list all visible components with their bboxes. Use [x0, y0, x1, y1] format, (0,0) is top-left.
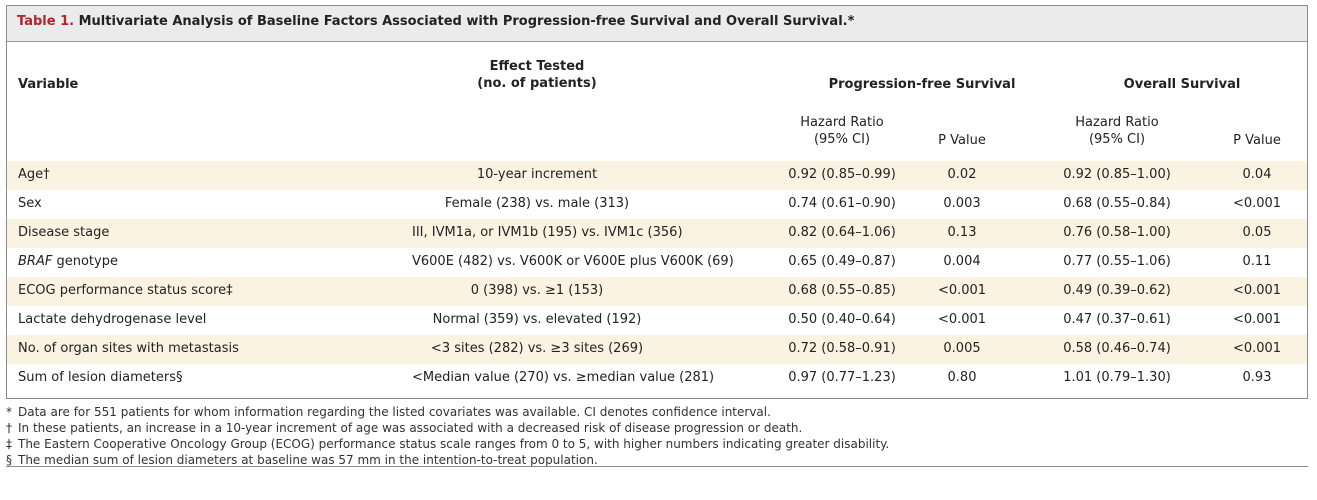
- table-title: Multivariate Analysis of Baseline Factor…: [78, 14, 855, 29]
- cell-variable: BRAF genotype: [18, 254, 118, 269]
- cell-os-hr: 0.76 (0.58–1.00): [1063, 225, 1171, 240]
- header-hr-line1: Hazard Ratio: [1075, 115, 1159, 130]
- cell-os-hr: 0.92 (0.85–1.00): [1063, 167, 1171, 182]
- cell-os-hr: 0.77 (0.55–1.06): [1063, 254, 1171, 269]
- header-effect-line2: (no. of patients): [477, 76, 597, 91]
- header-os-hazard-ratio: Hazard Ratio (95% CI): [1017, 114, 1217, 148]
- header-hr-line2: (95% CI): [1088, 132, 1146, 147]
- cell-pfs-hr: 0.74 (0.61–0.90): [788, 196, 896, 211]
- cell-pfs-p: 0.004: [943, 254, 981, 269]
- cell-pfs-hr: 0.82 (0.64–1.06): [788, 225, 896, 240]
- cell-pfs-p: 0.003: [943, 196, 981, 211]
- cell-os-p: 0.11: [1242, 254, 1272, 269]
- cell-os-hr: 0.49 (0.39–0.62): [1063, 283, 1171, 298]
- cell-effect: 10-year increment: [476, 167, 598, 182]
- cell-effect: 0 (398) vs. ≥1 (153): [470, 283, 604, 298]
- footnote-text: The Eastern Cooperative Oncology Group (…: [18, 437, 890, 451]
- header-effect-line1: Effect Tested: [489, 59, 585, 74]
- header-pfs: Progression-free Survival: [828, 77, 1016, 92]
- header-variable: Variable: [18, 77, 79, 92]
- cell-pfs-p: 0.02: [947, 167, 977, 182]
- cell-pfs-hr: 0.97 (0.77–1.23): [788, 370, 896, 385]
- cell-variable-rest: genotype: [52, 254, 118, 269]
- header-pfs-hazard-ratio: Hazard Ratio (95% CI): [742, 114, 942, 148]
- table-row: ECOG performance status score‡ 0 (398) v…: [7, 277, 1307, 306]
- cell-pfs-hr: 0.65 (0.49–0.87): [788, 254, 896, 269]
- header-effect-tested: Effect Tested (no. of patients): [412, 58, 662, 92]
- cell-pfs-p: 0.005: [943, 341, 981, 356]
- cell-variable: Disease stage: [18, 225, 110, 240]
- cell-variable: ECOG performance status score‡: [18, 283, 233, 298]
- bottom-rule: [6, 466, 1308, 467]
- cell-pfs-hr: 0.92 (0.85–0.99): [788, 167, 896, 182]
- table-row: Disease stage III, IVM1a, or IVM1b (195)…: [7, 219, 1307, 248]
- cell-pfs-hr: 0.72 (0.58–0.91): [788, 341, 896, 356]
- cell-effect: III, IVM1a, or IVM1b (195) vs. IVM1c (35…: [412, 225, 683, 240]
- footnote-text: Data are for 551 patients for whom infor…: [18, 405, 771, 419]
- cell-os-p: <0.001: [1232, 196, 1282, 211]
- cell-os-p: 0.05: [1242, 225, 1272, 240]
- footnote-symbol: ‡: [6, 437, 12, 451]
- cell-os-hr: 1.01 (0.79–1.30): [1063, 370, 1171, 385]
- cell-variable: Sex: [18, 196, 42, 211]
- header-hr-line2: (95% CI): [813, 132, 871, 147]
- footnotes: * Data are for 551 patients for whom info…: [6, 404, 1306, 468]
- table-row: Sex Female (238) vs. male (313) 0.74 (0.…: [7, 190, 1307, 219]
- footnote: ‡ The Eastern Cooperative Oncology Group …: [6, 436, 1306, 452]
- cell-pfs-hr: 0.68 (0.55–0.85): [788, 283, 896, 298]
- footnote-symbol: *: [6, 405, 12, 419]
- footnote: * Data are for 551 patients for whom info…: [6, 404, 1306, 420]
- cell-pfs-p: 0.13: [947, 225, 977, 240]
- cell-os-p: 0.04: [1242, 167, 1272, 182]
- cell-effect: Normal (359) vs. elevated (192): [432, 312, 642, 327]
- footnote-symbol: †: [6, 421, 12, 435]
- footnote: † In these patients, an increase in a 10-…: [6, 420, 1306, 436]
- header-hr-line1: Hazard Ratio: [800, 115, 884, 130]
- gene-name: BRAF: [18, 254, 53, 269]
- header-pfs-pvalue: P Value: [938, 133, 986, 148]
- cell-variable: Sum of lesion diameters§: [18, 370, 183, 385]
- table-row: Sum of lesion diameters§ <Median value (…: [7, 364, 1307, 393]
- cell-os-p: 0.93: [1242, 370, 1272, 385]
- table-row: Lactate dehydrogenase level Normal (359)…: [7, 306, 1307, 335]
- footnote-text: In these patients, an increase in a 10-y…: [18, 421, 803, 435]
- cell-os-p: <0.001: [1232, 341, 1282, 356]
- cell-pfs-p: <0.001: [937, 312, 987, 327]
- table-row: Age† 10-year increment 0.92 (0.85–0.99) …: [7, 161, 1307, 190]
- cell-pfs-p: <0.001: [937, 283, 987, 298]
- cell-variable: Age†: [18, 167, 50, 182]
- footnote-symbol: §: [6, 453, 12, 467]
- footnote-text: The median sum of lesion diameters at ba…: [18, 453, 598, 467]
- table-body: Age† 10-year increment 0.92 (0.85–0.99) …: [7, 161, 1307, 393]
- table-row: BRAF genotype V600E (482) vs. V600K or V…: [7, 248, 1307, 277]
- cell-pfs-p: 0.80: [947, 370, 977, 385]
- footnote: § The median sum of lesion diameters at b…: [6, 452, 1306, 468]
- cell-os-p: <0.001: [1232, 312, 1282, 327]
- cell-effect: <Median value (270) vs. ≥median value (2…: [412, 370, 715, 385]
- cell-os-hr: 0.58 (0.46–0.74): [1063, 341, 1171, 356]
- cell-effect: Female (238) vs. male (313): [444, 196, 630, 211]
- cell-os-p: <0.001: [1232, 283, 1282, 298]
- header-os: Overall Survival: [1123, 77, 1241, 92]
- cell-pfs-hr: 0.50 (0.40–0.64): [788, 312, 896, 327]
- table-title-bar: Table 1. Multivariate Analysis of Baseli…: [7, 6, 1307, 42]
- cell-effect: V600E (482) vs. V600K or V600E plus V600…: [412, 254, 734, 269]
- results-table: Table 1. Multivariate Analysis of Baseli…: [6, 5, 1308, 399]
- table-number: Table 1.: [17, 14, 75, 29]
- cell-effect: <3 sites (282) vs. ≥3 sites (269): [430, 341, 644, 356]
- cell-os-hr: 0.68 (0.55–0.84): [1063, 196, 1171, 211]
- cell-os-hr: 0.47 (0.37–0.61): [1063, 312, 1171, 327]
- cell-variable: Lactate dehydrogenase level: [18, 312, 207, 327]
- header-os-pvalue: P Value: [1233, 133, 1281, 148]
- table-row: No. of organ sites with metastasis <3 si…: [7, 335, 1307, 364]
- cell-variable: No. of organ sites with metastasis: [18, 341, 239, 356]
